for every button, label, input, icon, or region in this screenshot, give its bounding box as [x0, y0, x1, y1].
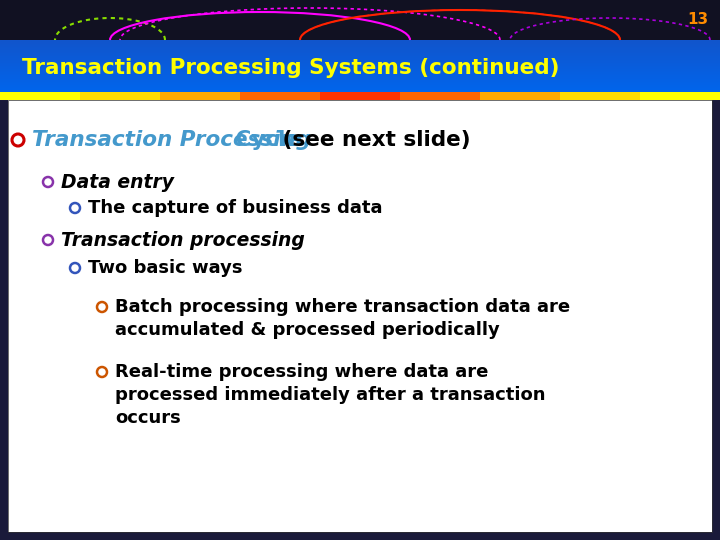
Bar: [0, 52, 720, 53]
Bar: [0, 80, 720, 81]
Text: Batch processing where transaction data are: Batch processing where transaction data …: [115, 298, 570, 316]
Bar: [400, 92, 481, 100]
Text: (see next slide): (see next slide): [275, 130, 471, 150]
Text: occurs: occurs: [115, 409, 181, 427]
Bar: [0, 58, 720, 59]
Bar: [0, 40, 720, 41]
Bar: [0, 43, 720, 44]
Bar: [160, 92, 241, 100]
Bar: [0, 87, 720, 88]
Bar: [8, 100, 712, 532]
Bar: [0, 63, 720, 64]
Bar: [0, 78, 720, 79]
Text: Two basic ways: Two basic ways: [88, 259, 243, 277]
Bar: [80, 92, 161, 100]
Bar: [0, 68, 720, 69]
Bar: [0, 82, 720, 83]
Bar: [0, 75, 720, 76]
Bar: [0, 60, 720, 61]
Bar: [0, 92, 81, 100]
Bar: [480, 92, 561, 100]
Text: Transaction Processing Systems (continued): Transaction Processing Systems (continue…: [22, 58, 559, 78]
Bar: [240, 92, 321, 100]
Bar: [0, 92, 720, 93]
Text: accumulated & processed periodically: accumulated & processed periodically: [115, 321, 500, 339]
Bar: [0, 74, 720, 75]
Bar: [8, 100, 712, 532]
Bar: [560, 92, 641, 100]
Bar: [0, 89, 720, 90]
Bar: [0, 55, 720, 56]
Bar: [0, 90, 720, 91]
Bar: [0, 45, 720, 46]
Bar: [0, 85, 720, 86]
Bar: [0, 66, 720, 67]
Bar: [0, 41, 720, 42]
Bar: [0, 72, 720, 73]
Bar: [0, 77, 720, 78]
Text: Transaction Processing: Transaction Processing: [32, 130, 311, 150]
Bar: [0, 49, 720, 50]
Bar: [640, 92, 720, 100]
Bar: [0, 81, 720, 82]
Bar: [0, 47, 720, 48]
Text: processed immediately after a transaction: processed immediately after a transactio…: [115, 386, 546, 404]
Bar: [0, 42, 720, 43]
Bar: [0, 50, 720, 51]
Text: Transaction processing: Transaction processing: [61, 231, 305, 249]
Bar: [0, 56, 720, 57]
Bar: [0, 88, 720, 89]
Bar: [0, 61, 720, 62]
Text: Data entry: Data entry: [61, 172, 174, 192]
Bar: [0, 91, 720, 92]
Bar: [0, 0, 720, 40]
Bar: [0, 76, 720, 77]
Bar: [0, 67, 720, 68]
Bar: [0, 51, 720, 52]
Bar: [0, 57, 720, 58]
Bar: [0, 71, 720, 72]
Bar: [0, 79, 720, 80]
Bar: [0, 44, 720, 45]
Bar: [0, 93, 720, 94]
Bar: [0, 84, 720, 85]
Bar: [0, 46, 720, 47]
Bar: [0, 53, 720, 54]
Bar: [0, 69, 720, 70]
Bar: [0, 83, 720, 84]
Text: The capture of business data: The capture of business data: [88, 199, 382, 217]
Bar: [0, 54, 720, 55]
Bar: [0, 86, 720, 87]
Bar: [0, 94, 720, 95]
Text: Real-time processing where data are: Real-time processing where data are: [115, 363, 488, 381]
Bar: [0, 70, 720, 71]
Bar: [0, 48, 720, 49]
Bar: [320, 92, 401, 100]
Bar: [0, 73, 720, 74]
Bar: [0, 59, 720, 60]
Text: Cycle: Cycle: [228, 130, 300, 150]
Bar: [0, 64, 720, 65]
Text: 13: 13: [687, 12, 708, 28]
Bar: [0, 62, 720, 63]
Bar: [0, 65, 720, 66]
